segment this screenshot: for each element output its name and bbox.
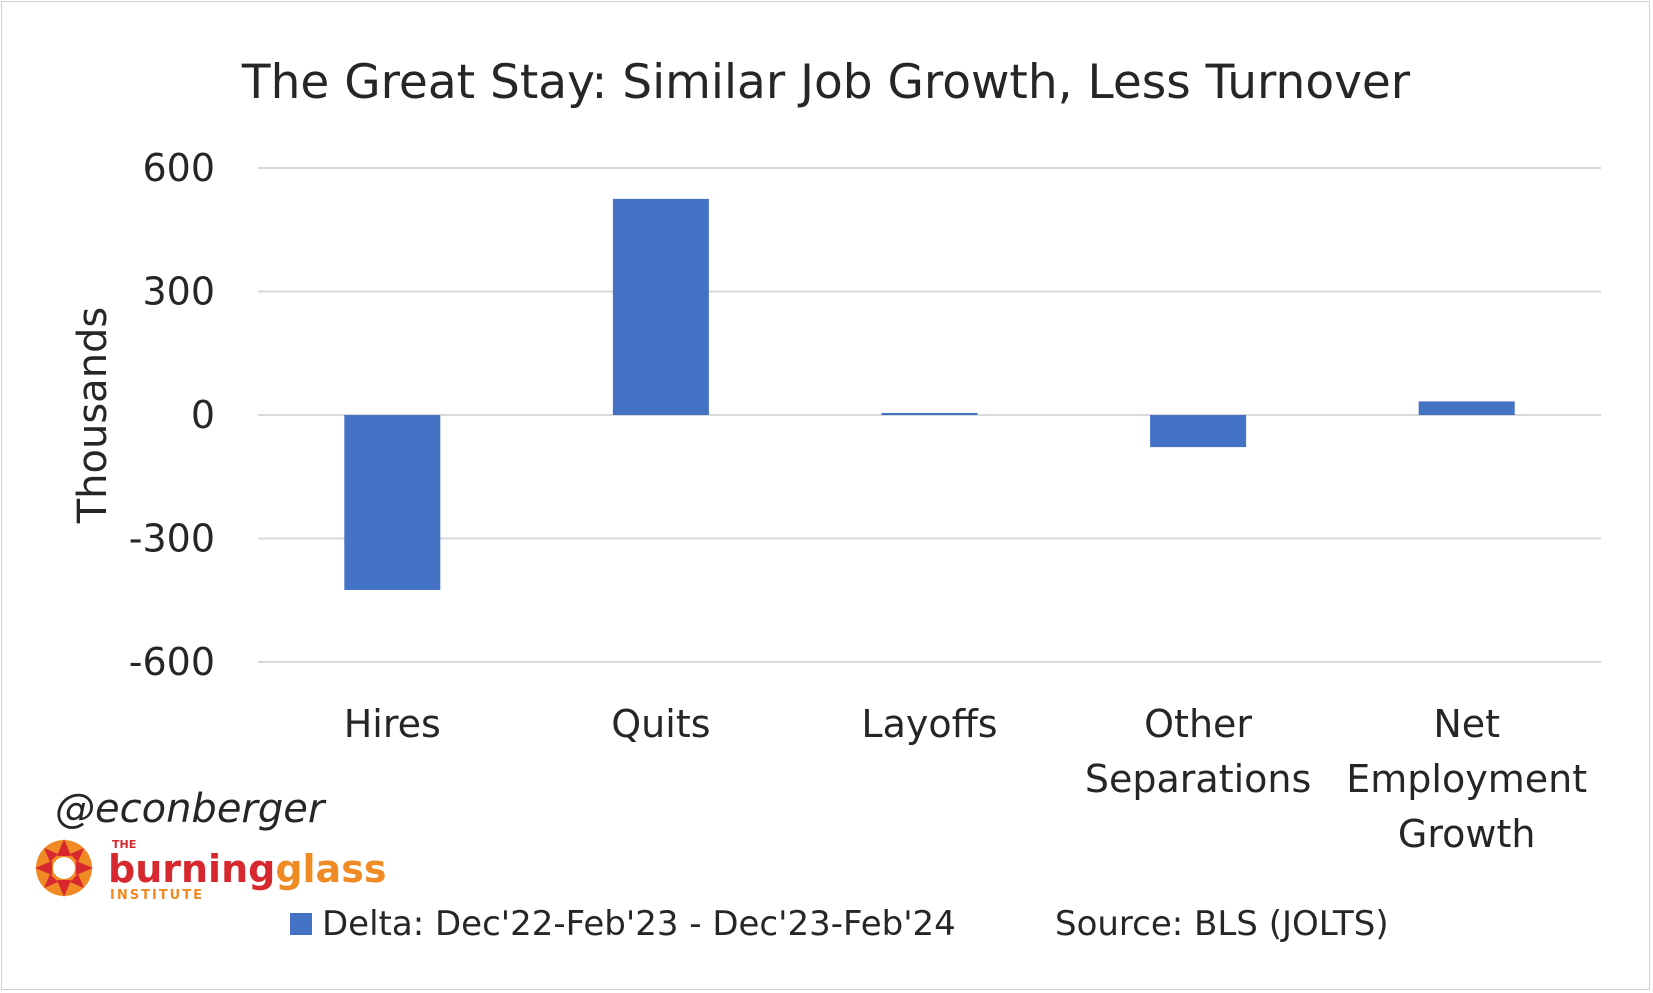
x-tick-label: Other Separations bbox=[1085, 702, 1311, 801]
x-tick-label: Net Employment Growth bbox=[1346, 702, 1587, 856]
y-tick-label: 300 bbox=[142, 270, 215, 314]
bar bbox=[344, 415, 441, 590]
burning-glass-logo: THE burningglass INSTITUTE bbox=[35, 838, 386, 903]
source-note: Source: BLS (JOLTS) bbox=[1055, 904, 1389, 944]
y-axis-label: Thousands bbox=[70, 307, 116, 525]
chart-title: The Great Stay: Similar Job Growth, Less… bbox=[241, 55, 1411, 110]
x-tick-label: Quits bbox=[611, 702, 710, 746]
y-tick-label: -600 bbox=[129, 640, 215, 684]
author-handle: @econberger bbox=[55, 786, 327, 832]
x-tick-label: Hires bbox=[344, 702, 441, 746]
bar bbox=[612, 198, 709, 415]
y-tick-label: -300 bbox=[129, 517, 215, 561]
logo-word-burning: burning bbox=[108, 847, 275, 891]
bar bbox=[1418, 401, 1515, 415]
y-tick-label: 600 bbox=[142, 146, 215, 190]
sun-icon bbox=[35, 839, 93, 897]
logo-word-glass: glass bbox=[275, 847, 386, 891]
gridlines bbox=[258, 167, 1601, 663]
y-tick-label: 0 bbox=[191, 393, 215, 437]
bar bbox=[1150, 415, 1247, 448]
legend: Delta: Dec'22-Feb'23 - Dec'23-Feb'24 bbox=[290, 904, 956, 944]
x-tick-labels: Hires Quits Layoffs Other Separations Net Empl… bbox=[344, 702, 1587, 856]
logo-main-word: burningglass bbox=[108, 847, 386, 891]
legend-label: Delta: Dec'22-Feb'23 - Dec'23-Feb'24 bbox=[322, 904, 956, 944]
legend-swatch bbox=[290, 913, 312, 935]
x-tick-label: Layoffs bbox=[861, 702, 997, 746]
bars bbox=[344, 198, 1515, 590]
logo-top-word: THE bbox=[112, 838, 136, 851]
y-tick-labels: 600 300 0 -300 -600 bbox=[129, 146, 215, 684]
bar bbox=[881, 412, 978, 415]
logo-sub-word: INSTITUTE bbox=[110, 888, 204, 903]
